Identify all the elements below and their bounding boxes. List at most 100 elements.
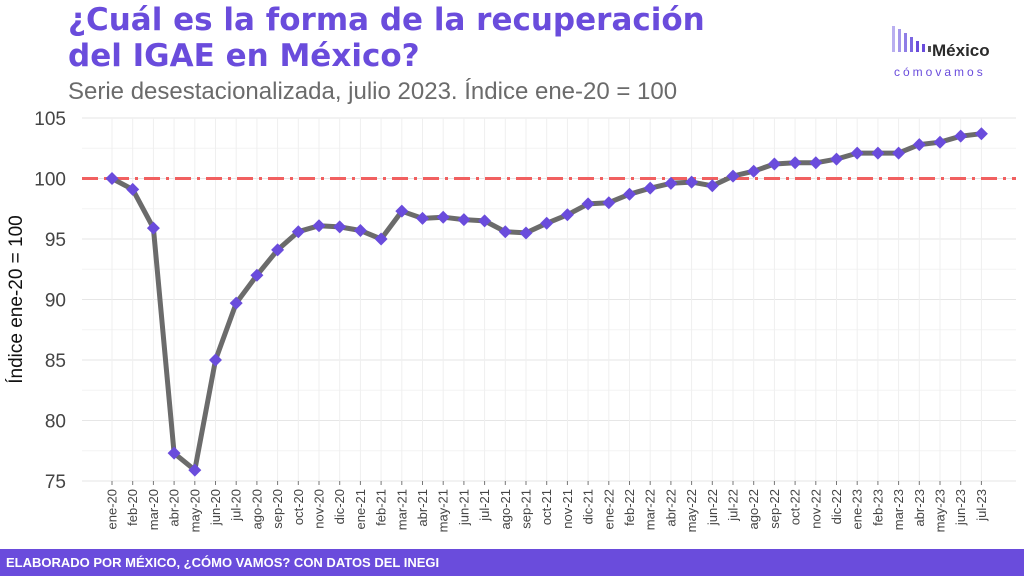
data-point bbox=[519, 226, 533, 240]
footer-text: ELABORADO POR MÉXICO, ¿CÓMO VAMOS? CON D… bbox=[6, 555, 440, 570]
x-tick-label: ene-20 bbox=[105, 489, 120, 529]
x-tick-label: feb-23 bbox=[870, 489, 885, 526]
x-tick-label: jun-22 bbox=[705, 489, 720, 526]
data-point bbox=[726, 169, 740, 183]
data-point bbox=[664, 176, 678, 190]
chart-title-line2: del IGAE en México? bbox=[68, 38, 420, 74]
x-tick-label: jun-20 bbox=[208, 489, 223, 526]
x-tick-label: mar-23 bbox=[891, 489, 906, 530]
line-chart: 75 80 85 90 95 100 105 ene-20 feb-20 mar-20 abr-2… bbox=[6, 109, 1016, 532]
chart-title-line1: ¿Cuál es la forma de la recuperación bbox=[68, 2, 705, 38]
x-tick-label: ene-22 bbox=[601, 489, 616, 529]
x-tick-label: oct-20 bbox=[291, 489, 306, 525]
data-point bbox=[892, 146, 906, 160]
x-tick-label: may-20 bbox=[187, 489, 202, 532]
data-point bbox=[436, 210, 450, 224]
data-point bbox=[540, 216, 554, 230]
x-tick-label: jun-23 bbox=[953, 489, 968, 526]
data-point bbox=[333, 220, 347, 234]
y-axis-label: Índice ene-20 = 100 bbox=[6, 215, 27, 384]
x-axis: ene-20 feb-20 mar-20 abr-20 may-20 jun-20 jul-… bbox=[105, 481, 989, 532]
grid-lines bbox=[82, 117, 1016, 482]
data-point bbox=[498, 225, 512, 239]
data-point bbox=[105, 172, 119, 185]
logo-bars-icon bbox=[892, 26, 931, 52]
data-point bbox=[850, 146, 864, 160]
data-point bbox=[643, 181, 657, 195]
x-tick-label: may-21 bbox=[436, 489, 451, 532]
x-tick-label: dic-22 bbox=[829, 489, 844, 524]
data-point bbox=[374, 232, 388, 246]
y-axis: 75 80 85 90 95 100 105 bbox=[34, 109, 66, 493]
chart-subtitle: Serie desestacionalizada, julio 2023. Ín… bbox=[68, 78, 678, 105]
data-point bbox=[271, 243, 285, 257]
y-tick-label: 95 bbox=[45, 230, 66, 251]
x-tick-label: sep-21 bbox=[519, 489, 534, 529]
data-point bbox=[623, 187, 636, 201]
x-tick-label: abr-23 bbox=[912, 489, 927, 527]
data-point bbox=[353, 224, 367, 238]
x-tick-label: ago-20 bbox=[249, 489, 264, 529]
x-tick-label: abr-21 bbox=[415, 489, 430, 527]
data-point bbox=[229, 296, 243, 310]
series-markers bbox=[105, 127, 988, 477]
y-tick-label: 90 bbox=[45, 291, 66, 312]
footer-bar: ELABORADO POR MÉXICO, ¿CÓMO VAMOS? CON D… bbox=[0, 549, 1024, 576]
data-point bbox=[312, 219, 326, 233]
data-point bbox=[581, 197, 595, 211]
data-point bbox=[830, 152, 843, 166]
data-point bbox=[291, 225, 305, 239]
mexico-como-vamos-logo: México cómovamos bbox=[890, 26, 1000, 80]
data-point bbox=[954, 129, 968, 143]
data-point bbox=[747, 164, 761, 178]
x-tick-label: oct-22 bbox=[788, 489, 803, 525]
x-tick-label: may-23 bbox=[933, 489, 948, 532]
data-point bbox=[788, 156, 802, 170]
x-tick-label: may-22 bbox=[684, 489, 699, 532]
x-tick-label: jul-23 bbox=[974, 489, 989, 522]
data-point bbox=[209, 353, 222, 367]
x-tick-label: ago-22 bbox=[746, 489, 761, 529]
data-point bbox=[767, 157, 781, 171]
data-point bbox=[602, 196, 616, 210]
x-tick-label: jun-21 bbox=[456, 489, 471, 526]
data-point bbox=[871, 146, 885, 160]
x-tick-label: sep-20 bbox=[270, 489, 285, 529]
x-tick-label: dic-20 bbox=[332, 489, 347, 524]
x-tick-label: jul-21 bbox=[477, 489, 492, 522]
x-tick-label: mar-22 bbox=[643, 489, 658, 530]
x-tick-label: feb-22 bbox=[622, 489, 637, 526]
data-point bbox=[912, 138, 926, 152]
data-point bbox=[167, 446, 181, 460]
data-point bbox=[188, 463, 202, 477]
y-tick-label: 100 bbox=[34, 170, 66, 191]
x-tick-label: dic-21 bbox=[581, 489, 596, 524]
data-point bbox=[809, 156, 823, 170]
data-point bbox=[685, 175, 699, 189]
logo-word-mexico: México bbox=[932, 41, 990, 60]
data-point bbox=[126, 182, 140, 196]
x-tick-label: abr-22 bbox=[663, 489, 678, 527]
x-tick-label: mar-20 bbox=[146, 489, 161, 530]
data-point bbox=[933, 135, 947, 149]
data-point bbox=[974, 127, 988, 141]
data-point bbox=[250, 268, 264, 282]
y-tick-label: 105 bbox=[34, 109, 66, 130]
data-point bbox=[457, 213, 471, 227]
x-tick-label: feb-21 bbox=[374, 489, 389, 526]
x-tick-label: ene-23 bbox=[850, 489, 865, 529]
y-tick-label: 80 bbox=[45, 412, 66, 433]
x-tick-label: nov-21 bbox=[560, 489, 575, 529]
x-tick-label: sep-22 bbox=[767, 489, 782, 529]
logo-word-comovamos: cómovamos bbox=[894, 65, 986, 79]
x-tick-label: oct-21 bbox=[539, 489, 554, 525]
data-point bbox=[146, 221, 160, 235]
x-tick-label: abr-20 bbox=[167, 489, 182, 527]
x-tick-label: nov-20 bbox=[312, 489, 327, 529]
data-point bbox=[416, 211, 429, 225]
data-point bbox=[705, 179, 719, 193]
x-tick-label: ene-21 bbox=[353, 489, 368, 529]
y-tick-label: 85 bbox=[45, 351, 66, 372]
x-tick-label: jul-22 bbox=[726, 489, 741, 522]
x-tick-label: mar-21 bbox=[394, 489, 409, 530]
